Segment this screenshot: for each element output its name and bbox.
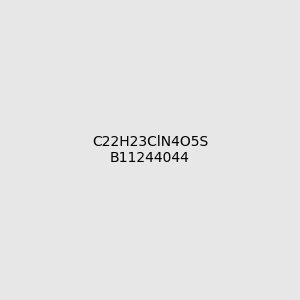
Text: C22H23ClN4O5S
B11244044: C22H23ClN4O5S B11244044 [92, 135, 208, 165]
